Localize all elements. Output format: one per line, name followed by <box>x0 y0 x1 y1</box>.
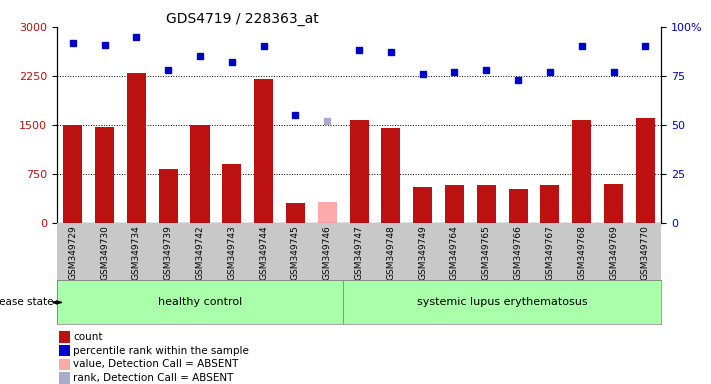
Bar <box>191 126 210 223</box>
Text: GSM349743: GSM349743 <box>228 226 236 280</box>
Text: GSM349747: GSM349747 <box>355 226 363 280</box>
Text: GSM349734: GSM349734 <box>132 226 141 280</box>
Text: value, Detection Call = ABSENT: value, Detection Call = ABSENT <box>73 359 239 369</box>
Text: GSM349742: GSM349742 <box>196 226 205 280</box>
Bar <box>381 128 400 223</box>
Text: GSM349767: GSM349767 <box>545 226 555 280</box>
Bar <box>59 345 70 356</box>
Text: GSM349745: GSM349745 <box>291 226 300 280</box>
Text: healthy control: healthy control <box>158 297 242 308</box>
Text: GSM349768: GSM349768 <box>577 226 586 280</box>
Bar <box>254 79 273 223</box>
Bar <box>350 119 368 223</box>
Text: percentile rank within the sample: percentile rank within the sample <box>73 346 249 356</box>
Bar <box>95 127 114 223</box>
Bar <box>604 184 623 223</box>
Bar <box>413 187 432 223</box>
Text: GSM349746: GSM349746 <box>323 226 332 280</box>
Bar <box>318 202 337 223</box>
Text: GSM349748: GSM349748 <box>386 226 395 280</box>
Bar <box>636 118 655 223</box>
Text: GSM349739: GSM349739 <box>164 226 173 280</box>
Bar <box>572 119 592 223</box>
Bar <box>63 125 82 223</box>
Text: GSM349730: GSM349730 <box>100 226 109 280</box>
Bar <box>59 331 70 343</box>
Text: systemic lupus erythematosus: systemic lupus erythematosus <box>417 297 587 308</box>
Bar <box>286 203 305 223</box>
Bar <box>540 185 560 223</box>
Bar <box>159 169 178 223</box>
Bar <box>127 73 146 223</box>
Bar <box>508 189 528 223</box>
Bar <box>57 280 343 324</box>
Text: disease state: disease state <box>0 297 53 308</box>
Bar <box>343 280 661 324</box>
Text: GSM349749: GSM349749 <box>418 226 427 280</box>
Bar <box>477 185 496 223</box>
Text: rank, Detection Call = ABSENT: rank, Detection Call = ABSENT <box>73 373 234 383</box>
Bar <box>59 359 70 370</box>
Text: GSM349769: GSM349769 <box>609 226 618 280</box>
Text: GSM349770: GSM349770 <box>641 226 650 280</box>
Text: GSM349766: GSM349766 <box>513 226 523 280</box>
Text: GDS4719 / 228363_at: GDS4719 / 228363_at <box>166 12 319 26</box>
Bar <box>223 164 241 223</box>
Text: GSM349765: GSM349765 <box>482 226 491 280</box>
Text: count: count <box>73 332 102 342</box>
Bar <box>59 372 70 384</box>
Text: GSM349744: GSM349744 <box>259 226 268 280</box>
Text: GSM349764: GSM349764 <box>450 226 459 280</box>
Text: GSM349729: GSM349729 <box>68 226 77 280</box>
Bar <box>445 185 464 223</box>
